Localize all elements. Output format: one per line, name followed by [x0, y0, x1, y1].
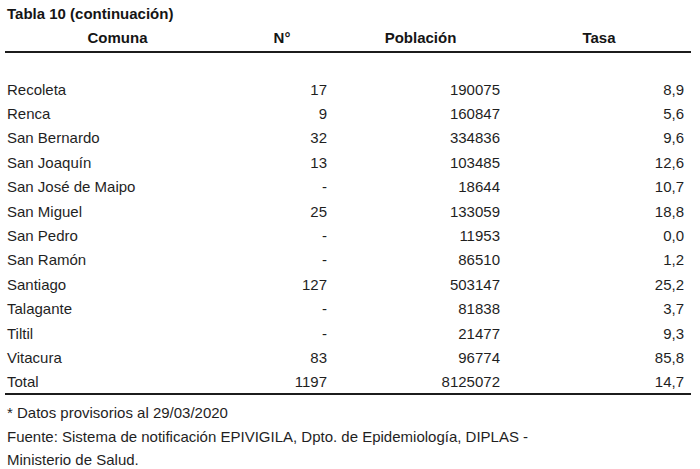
- cell-n: 9: [230, 101, 334, 125]
- cell-poblacion: 334836: [334, 126, 507, 150]
- cell-poblacion: 190075: [334, 77, 507, 101]
- cell-poblacion: 133059: [334, 199, 507, 223]
- table-row: Vitacura839677485,8: [5, 345, 691, 369]
- cell-comuna: Total: [5, 370, 230, 394]
- cell-n: 127: [230, 272, 334, 296]
- table-row: San Miguel2513305918,8: [5, 199, 691, 223]
- table-row: Renca91608475,6: [5, 101, 691, 125]
- table-row: Talagante-818383,7: [5, 297, 691, 321]
- cell-comuna: Renca: [5, 101, 230, 125]
- cell-n: -: [230, 321, 334, 345]
- cell-comuna: San Joaquín: [5, 150, 230, 174]
- table-row: San Ramón-865101,2: [5, 248, 691, 272]
- cell-n: 1197: [230, 370, 334, 394]
- cell-tasa: 25,2: [507, 272, 691, 296]
- cell-comuna: Talagante: [5, 297, 230, 321]
- cell-poblacion: 81838: [334, 297, 507, 321]
- cell-tasa: 9,3: [507, 321, 691, 345]
- cell-tasa: 12,6: [507, 150, 691, 174]
- cell-n: -: [230, 223, 334, 247]
- cell-tasa: 18,8: [507, 199, 691, 223]
- cell-n: -: [230, 175, 334, 199]
- column-header-comuna: Comuna: [5, 28, 230, 52]
- cell-poblacion: 11953: [334, 223, 507, 247]
- table-row: Santiago12750314725,2: [5, 272, 691, 296]
- cell-tasa: 8,9: [507, 77, 691, 101]
- cell-comuna: San Ramón: [5, 248, 230, 272]
- column-header-numero: N°: [230, 28, 334, 52]
- cell-poblacion: 8125072: [334, 370, 507, 394]
- cell-n: 32: [230, 126, 334, 150]
- cell-tasa: 14,7: [507, 370, 691, 394]
- cell-tasa: 5,6: [507, 101, 691, 125]
- cell-comuna: San Miguel: [5, 199, 230, 223]
- footnote-ministry: Ministerio de Salud.: [7, 448, 528, 469]
- table-body: Recoleta171900758,9Renca91608475,6San Be…: [5, 52, 691, 394]
- cell-n: 25: [230, 199, 334, 223]
- table-row: Tiltil-214779,3: [5, 321, 691, 345]
- cell-poblacion: 96774: [334, 345, 507, 369]
- cell-poblacion: 160847: [334, 101, 507, 125]
- table-header: Comuna N° Población Tasa: [5, 28, 691, 52]
- header-row: Comuna N° Población Tasa: [5, 28, 691, 52]
- cell-comuna: Tiltil: [5, 321, 230, 345]
- table-row: Recoleta171900758,9: [5, 77, 691, 101]
- cell-tasa: 85,8: [507, 345, 691, 369]
- cell-comuna: San Pedro: [5, 223, 230, 247]
- cell-comuna: Recoleta: [5, 77, 230, 101]
- table-row: San Bernardo323348369,6: [5, 126, 691, 150]
- column-header-tasa: Tasa: [507, 28, 691, 52]
- cell-comuna: Vitacura: [5, 345, 230, 369]
- document-page: Tabla 10 (continuación) Comuna N° Poblac…: [0, 0, 700, 469]
- spacer-row: [5, 52, 691, 77]
- cell-poblacion: 86510: [334, 248, 507, 272]
- cell-tasa: 10,7: [507, 175, 691, 199]
- cell-comuna: San Bernardo: [5, 126, 230, 150]
- cell-poblacion: 21477: [334, 321, 507, 345]
- cell-tasa: 3,7: [507, 297, 691, 321]
- cell-n: 83: [230, 345, 334, 369]
- table-row: San José de Maipo-1864410,7: [5, 175, 691, 199]
- footnote-source: Fuente: Sistema de notificación EPIVIGIL…: [7, 425, 528, 449]
- cell-n: 13: [230, 150, 334, 174]
- cell-n: -: [230, 297, 334, 321]
- column-header-poblacion: Población: [334, 28, 507, 52]
- cell-comuna: Santiago: [5, 272, 230, 296]
- table-row: San Pedro-119530,0: [5, 223, 691, 247]
- data-table: Comuna N° Población Tasa Recoleta1719007…: [5, 28, 691, 395]
- table-row: San Joaquín1310348512,6: [5, 150, 691, 174]
- cell-n: 17: [230, 77, 334, 101]
- table-row: Total1197812507214,7: [5, 370, 691, 394]
- cell-n: -: [230, 248, 334, 272]
- cell-poblacion: 103485: [334, 150, 507, 174]
- cell-tasa: 0,0: [507, 223, 691, 247]
- cell-comuna: San José de Maipo: [5, 175, 230, 199]
- cell-poblacion: 18644: [334, 175, 507, 199]
- cell-poblacion: 503147: [334, 272, 507, 296]
- footnotes: * Datos provisorios al 29/03/2020 Fuente…: [7, 401, 528, 469]
- footnote-provisional: * Datos provisorios al 29/03/2020: [7, 401, 528, 425]
- cell-tasa: 1,2: [507, 248, 691, 272]
- table-title: Tabla 10 (continuación): [7, 5, 173, 22]
- cell-tasa: 9,6: [507, 126, 691, 150]
